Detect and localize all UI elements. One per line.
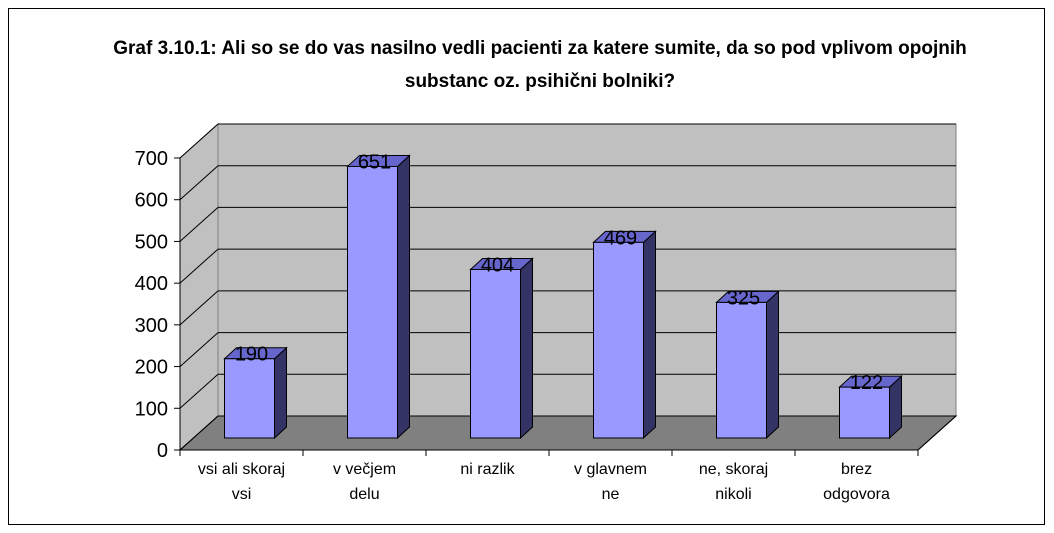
bar-side bbox=[520, 257, 533, 440]
bar bbox=[470, 268, 521, 439]
grid-line bbox=[179, 373, 219, 409]
x-tick-label: v glavnem ne bbox=[574, 461, 647, 503]
grid-line bbox=[179, 332, 219, 367]
back-wall bbox=[217, 123, 957, 417]
bar-side bbox=[766, 290, 779, 440]
value-label: 404 bbox=[481, 254, 514, 276]
grid-line bbox=[179, 415, 219, 451]
y-tick-label: 300 bbox=[135, 315, 168, 337]
x-tick-label: v večjem delu bbox=[332, 461, 397, 503]
y-tick-label: 600 bbox=[135, 190, 168, 212]
x-tick-label: vsi ali skoraj vsi bbox=[197, 461, 286, 503]
y-tick-label: 400 bbox=[135, 273, 168, 295]
value-label: 469 bbox=[604, 227, 637, 249]
grid-line bbox=[179, 248, 219, 284]
grid-line bbox=[179, 123, 219, 159]
floor-edge bbox=[917, 415, 957, 451]
bar-side bbox=[643, 230, 656, 440]
bar-side bbox=[274, 346, 287, 440]
value-label: 122 bbox=[850, 372, 883, 394]
y-tick-label: 700 bbox=[135, 148, 168, 170]
value-label: 325 bbox=[727, 287, 760, 309]
x-tick-label: ni razlik bbox=[460, 461, 515, 478]
x-tick-label: brez odgovora bbox=[823, 461, 890, 503]
grid-line bbox=[179, 207, 219, 242]
grid-line bbox=[179, 165, 219, 201]
value-label: 190 bbox=[235, 344, 268, 366]
y-tick-label: 500 bbox=[135, 231, 168, 253]
bar bbox=[224, 358, 275, 439]
chart-title: Graf 3.10.1: Ali so se do vas nasilno ve… bbox=[113, 38, 967, 92]
y-tick-label: 100 bbox=[135, 398, 168, 420]
y-tick-label: 0 bbox=[157, 440, 168, 462]
value-label: 651 bbox=[358, 151, 391, 173]
bar bbox=[716, 301, 767, 439]
side-wall bbox=[179, 122, 219, 452]
y-tick-label: 200 bbox=[135, 357, 168, 379]
x-tick-label: ne, skoraj nikoli bbox=[698, 461, 769, 503]
bar-side bbox=[397, 154, 410, 440]
grid-line bbox=[179, 290, 219, 326]
bar bbox=[839, 386, 890, 439]
bar bbox=[347, 165, 398, 439]
bar bbox=[593, 241, 644, 439]
